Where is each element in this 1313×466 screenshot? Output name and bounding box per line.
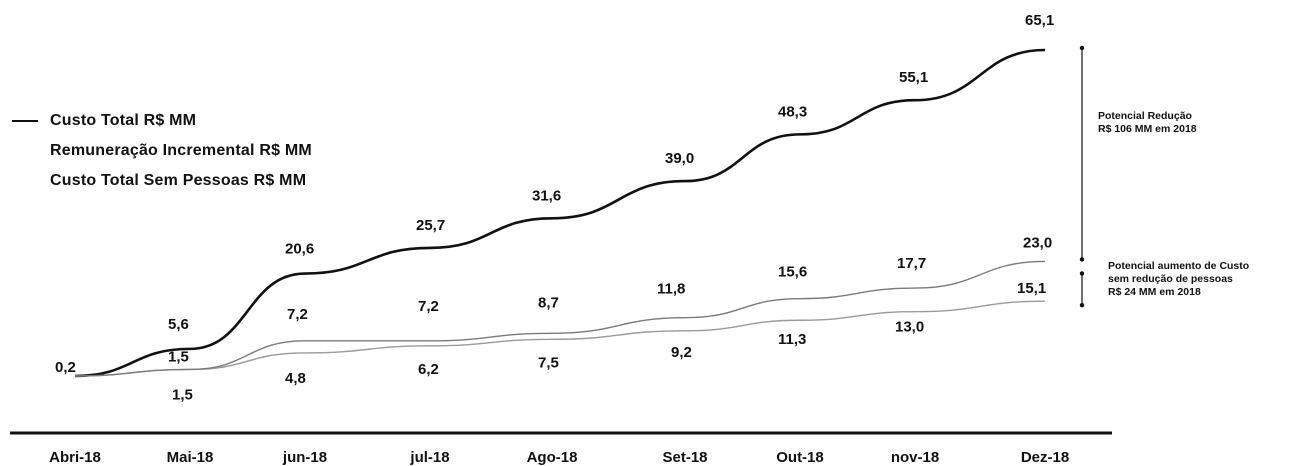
data-label-custo-sem-pessoas: 17,7 xyxy=(897,255,926,272)
x-axis-ticks: Abri-18 Mai-18 jun-18 jul-18 Ago-18 Set-18 Out… xyxy=(49,449,1069,466)
legend-swatch-remuneracao xyxy=(12,150,38,152)
bracket-dot xyxy=(1079,302,1085,308)
data-label-custo-total: 65,1 xyxy=(1025,12,1054,29)
x-tick-label: Set-18 xyxy=(662,449,707,466)
legend-item-remuneracao: Remuneração Incremental R$ MM xyxy=(12,136,312,166)
data-label-custo-total: 0,2 xyxy=(55,359,76,376)
annotation-brackets xyxy=(1079,45,1085,308)
data-label-remuneracao: 1,5 xyxy=(172,386,193,403)
data-label-remuneracao: 4,8 xyxy=(285,370,306,387)
data-label-custo-total: 5,6 xyxy=(168,316,189,333)
data-label-custo-total: 48,3 xyxy=(778,103,807,120)
x-tick-label: jun-18 xyxy=(282,449,327,466)
annotation-potencial-reducao: Potencial Redução R$ 106 MM em 2018 xyxy=(1098,110,1197,136)
data-label-remuneracao: 6,2 xyxy=(418,361,439,378)
bracket-dot xyxy=(1079,257,1085,262)
x-tick-label: Out-18 xyxy=(776,449,824,466)
series-line-custo-total xyxy=(74,48,1046,378)
annotation-line: R$ 106 MM em 2018 xyxy=(1098,123,1197,135)
data-label-custo-total: 31,6 xyxy=(532,187,561,204)
x-tick-label: Abri-18 xyxy=(49,449,101,466)
bracket-dot xyxy=(1079,45,1085,51)
annotation-line: R$ 24 MM em 2018 xyxy=(1108,286,1201,298)
data-label-custo-sem-pessoas: 7,2 xyxy=(287,306,308,323)
data-label-custo-total: 39,0 xyxy=(665,150,694,167)
x-tick-label: nov-18 xyxy=(891,449,939,466)
series-line-custo-sem-pessoas xyxy=(74,260,1046,377)
legend-swatch-custo-sem-pessoas xyxy=(12,180,38,182)
data-label-remuneracao: 9,2 xyxy=(671,344,692,361)
data-label-remuneracao: 13,0 xyxy=(895,319,924,336)
data-label-custo-sem-pessoas: 7,2 xyxy=(418,298,439,315)
data-label-custo-total: 25,7 xyxy=(416,217,445,234)
legend-label-custo-sem-pessoas: Custo Total Sem Pessoas R$ MM xyxy=(50,172,307,189)
legend-swatch-custo-total xyxy=(12,120,38,122)
annotation-line: sem redução de pessoas xyxy=(1108,273,1233,285)
data-label-remuneracao: 7,5 xyxy=(538,354,559,371)
legend-item-custo-total: Custo Total R$ MM xyxy=(12,106,312,136)
data-label-custo-sem-pessoas: 15,6 xyxy=(778,264,807,281)
data-label-custo-sem-pessoas: 23,0 xyxy=(1023,234,1052,251)
data-label-remuneracao: 15,1 xyxy=(1017,280,1046,297)
data-label-layer: 0,2 5,6 20,6 25,7 31,6 39,0 48,3 55,1 65,1 1,5 4,8… xyxy=(55,12,1054,403)
x-tick-label: Dez-18 xyxy=(1021,449,1069,466)
series-line-remuneracao xyxy=(74,300,1046,377)
bracket-dot xyxy=(1079,271,1085,276)
annotation-line: Potencial Redução xyxy=(1098,110,1192,122)
legend-item-custo-sem-pessoas: Custo Total Sem Pessoas R$ MM xyxy=(12,166,312,196)
data-label-custo-sem-pessoas: 1,5 xyxy=(168,348,189,365)
annotation-line: Potencial aumento de Custo xyxy=(1108,260,1250,272)
data-label-remuneracao: 11,3 xyxy=(778,331,806,348)
series-layer xyxy=(74,48,1046,378)
x-tick-label: Ago-18 xyxy=(527,449,578,466)
data-label-custo-sem-pessoas: 8,7 xyxy=(538,294,559,311)
legend: Custo Total R$ MM Remuneração Incrementa… xyxy=(12,106,312,196)
legend-label-remuneracao: Remuneração Incremental R$ MM xyxy=(50,142,312,159)
x-tick-label: Mai-18 xyxy=(167,449,214,466)
annotation-potencial-aumento: Potencial aumento de Custo sem redução d… xyxy=(1108,260,1249,299)
data-label-custo-total: 55,1 xyxy=(899,69,928,86)
data-label-custo-sem-pessoas: 11,8 xyxy=(657,281,685,298)
data-label-custo-total: 20,6 xyxy=(285,241,314,258)
x-tick-label: jul-18 xyxy=(409,449,449,466)
legend-label-custo-total: Custo Total R$ MM xyxy=(50,112,197,129)
